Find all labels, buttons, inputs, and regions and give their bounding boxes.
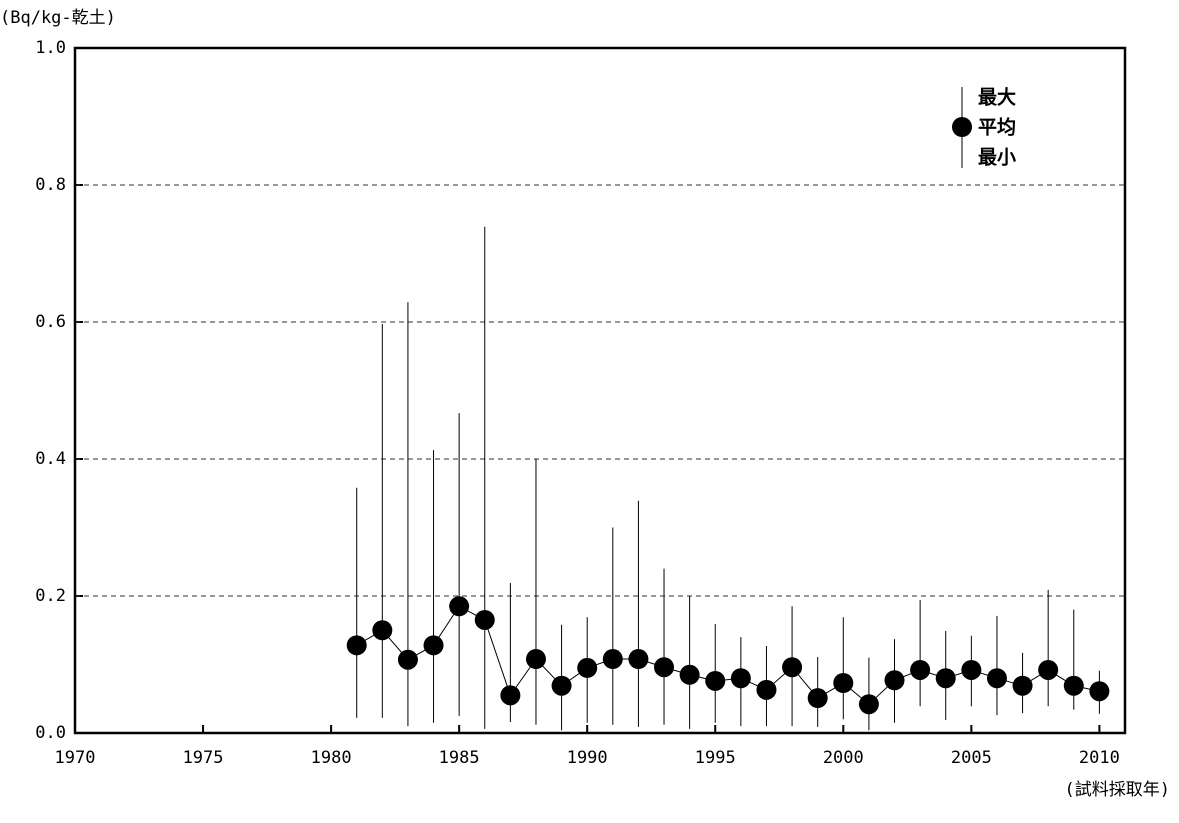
- mean-dot: [884, 670, 905, 691]
- mean-dot: [372, 620, 393, 641]
- mean-dot: [807, 688, 828, 709]
- y-tick-label: 0.2: [35, 586, 66, 606]
- mean-dot: [525, 649, 546, 670]
- x-tick-label: 1985: [439, 748, 480, 768]
- mean-dot: [423, 635, 444, 656]
- y-tick-label: 1.0: [35, 38, 66, 58]
- x-tick-label: 1970: [55, 748, 96, 768]
- mean-dot: [346, 635, 367, 656]
- legend-dot: [952, 117, 972, 137]
- mean-dot: [986, 668, 1007, 689]
- mean-dot: [628, 649, 649, 670]
- mean-dot: [577, 657, 598, 678]
- mean-dot: [551, 675, 572, 696]
- mean-dot: [782, 657, 803, 678]
- legend-label: 最小: [978, 147, 1016, 169]
- mean-dot: [910, 659, 931, 680]
- x-tick-label: 2005: [951, 748, 992, 768]
- mean-dot: [705, 670, 726, 691]
- mean-dot: [756, 679, 777, 700]
- mean-dot: [449, 596, 470, 617]
- mean-dot: [730, 668, 751, 689]
- y-tick-label: 0.6: [35, 312, 66, 332]
- mean-dot: [474, 609, 495, 630]
- mean-dot: [961, 659, 982, 680]
- legend-label: 平均: [978, 116, 1016, 139]
- plot-frame: [73, 46, 1127, 735]
- mean-dot: [858, 694, 879, 715]
- y-tick-label: 0.8: [35, 175, 66, 195]
- mean-dot: [654, 657, 675, 678]
- x-tick-label: 1975: [183, 748, 224, 768]
- x-tick-label: 1990: [567, 748, 608, 768]
- x-tick-label: 2010: [1079, 748, 1120, 768]
- mean-dot: [1089, 681, 1110, 702]
- mean-dot: [500, 685, 521, 706]
- y-tick-label: 0.4: [35, 449, 66, 469]
- y-tick-label: 0.0: [35, 723, 66, 743]
- x-axis-label: (試料採取年): [1065, 780, 1170, 800]
- mean-dot: [1012, 675, 1033, 696]
- x-tick-label: 1980: [311, 748, 352, 768]
- mean-dot: [679, 664, 700, 685]
- y-axis-label: (Bq/kg-乾土): [0, 8, 116, 28]
- mean-dot: [1063, 675, 1084, 696]
- x-tick-label: 1995: [695, 748, 736, 768]
- mean-dot: [602, 649, 623, 670]
- mean-dot: [833, 672, 854, 693]
- x-tick-label: 2000: [823, 748, 864, 768]
- mean-dot: [397, 649, 418, 670]
- mean-dot: [935, 668, 956, 689]
- mean-line: [356, 605, 1100, 705]
- mean-dot: [1038, 659, 1059, 680]
- legend-label: 最大: [978, 86, 1016, 109]
